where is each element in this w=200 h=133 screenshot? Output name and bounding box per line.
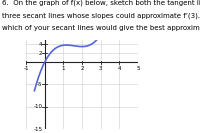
Text: 4: 4 [118,66,121,71]
Text: 2: 2 [80,66,84,71]
Text: which of your secant lines would give the best approximation of f’(3) and why.: which of your secant lines would give th… [2,25,200,31]
Text: 1: 1 [62,66,65,71]
Text: 3: 3 [99,66,102,71]
Text: 2: 2 [39,51,42,56]
Text: 4: 4 [39,42,42,47]
Text: 5: 5 [136,66,140,71]
Text: 6.  On the graph of f(x) below, sketch both the tangent line to f(x) at x = 3 an: 6. On the graph of f(x) below, sketch bo… [2,0,200,7]
Text: -10: -10 [33,104,42,109]
Text: -5: -5 [37,82,42,87]
Text: three secant lines whose slopes could approximate f’(3).  Label each line.  Expl: three secant lines whose slopes could ap… [2,12,200,19]
Text: -1: -1 [23,66,29,71]
Text: -15: -15 [33,126,42,132]
